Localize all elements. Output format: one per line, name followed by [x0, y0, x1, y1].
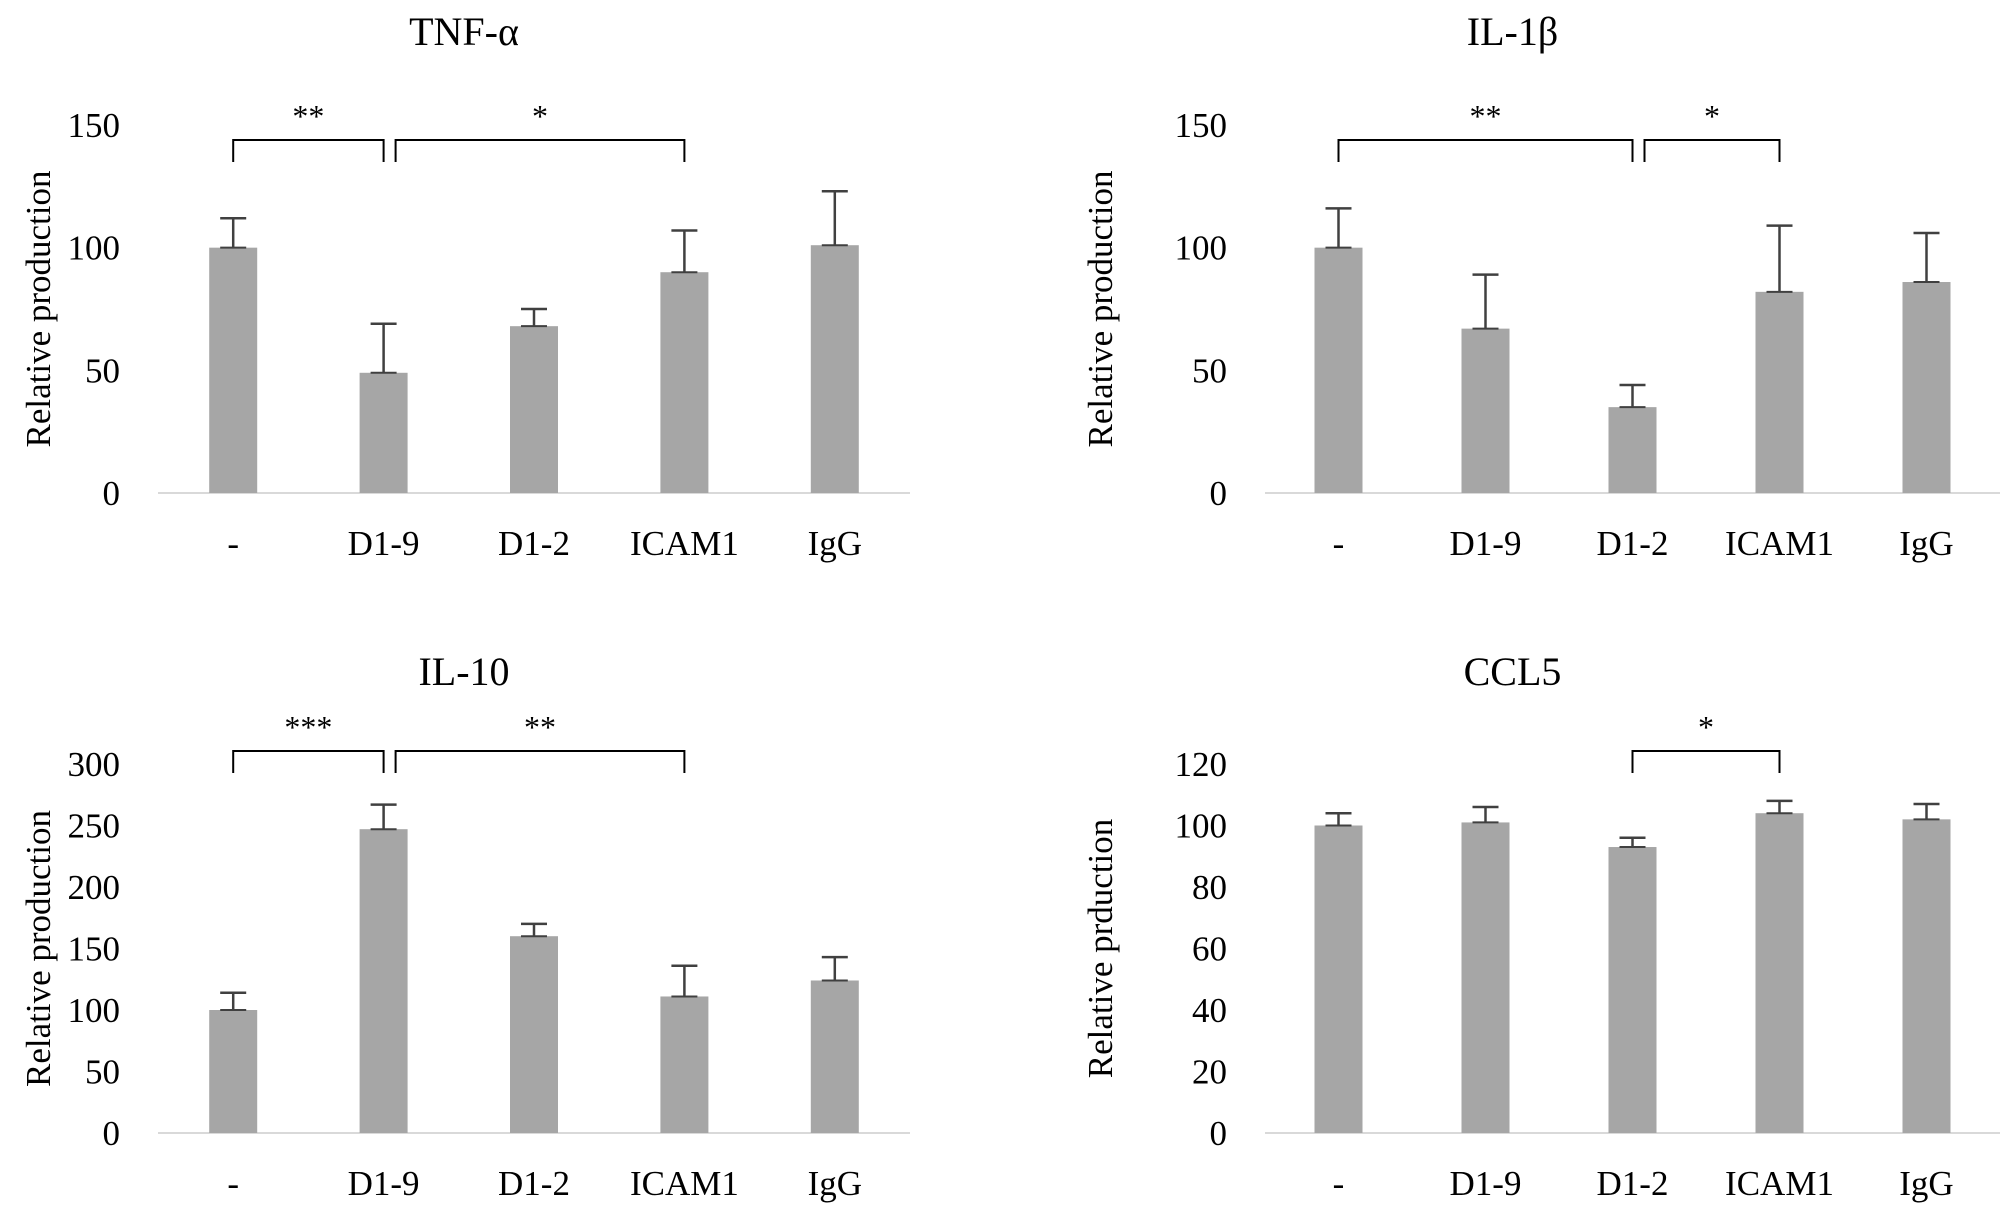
x-category-label: D1-9 [1450, 524, 1522, 563]
y-tick-label: 200 [68, 868, 121, 907]
y-tick-label: 150 [68, 930, 121, 969]
chart-title: TNF-α [409, 9, 519, 54]
bar [1755, 291, 1804, 493]
bar [510, 936, 558, 1133]
bar [1314, 247, 1363, 493]
y-tick-label: 100 [1175, 807, 1228, 846]
y-tick-label: 0 [1210, 1114, 1228, 1153]
y-tick-label: 100 [1175, 229, 1228, 268]
x-category-label: D1-2 [498, 1164, 570, 1203]
significance-label: * [1698, 709, 1714, 745]
significance-label: * [532, 98, 548, 134]
y-tick-label: 250 [68, 807, 121, 846]
chart-title: IL-1β [1467, 9, 1558, 54]
y-tick-label: 120 [1175, 745, 1228, 784]
y-tick-label: 0 [103, 474, 121, 513]
y-tick-label: 40 [1192, 991, 1227, 1030]
bar [1461, 822, 1510, 1133]
x-category-label: D1-9 [348, 1164, 420, 1203]
significance-label: *** [284, 709, 332, 745]
x-category-label: IgG [1899, 1164, 1953, 1203]
x-category-label: IgG [808, 1164, 862, 1203]
x-category-label: IgG [1899, 524, 1953, 563]
y-axis-label: Relative production [1081, 170, 1120, 447]
bar [1314, 825, 1363, 1133]
bar [660, 996, 709, 1133]
x-category-label: ICAM1 [1725, 524, 1834, 563]
y-tick-label: 0 [103, 1114, 121, 1153]
x-category-label: IgG [808, 524, 862, 563]
x-category-label: D1-2 [498, 524, 570, 563]
significance-bracket [232, 750, 385, 773]
bar [1755, 813, 1804, 1133]
x-category-label: D1-9 [348, 524, 420, 563]
x-category-label: ICAM1 [630, 1164, 739, 1203]
chart-title: CCL5 [1464, 649, 1562, 694]
bar [359, 372, 408, 493]
bar [1608, 847, 1657, 1133]
bar [510, 326, 558, 493]
x-category-label: D1-2 [1597, 524, 1669, 563]
x-category-label: ICAM1 [630, 524, 739, 563]
significance-bracket [394, 750, 686, 773]
x-category-label: ICAM1 [1725, 1164, 1834, 1203]
bar [810, 245, 859, 493]
y-axis-label: Relative prduction [1081, 819, 1120, 1079]
x-category-label: D1-9 [1450, 1164, 1522, 1203]
y-axis-label: Relative production [19, 810, 58, 1087]
x-category-label: - [227, 1164, 239, 1203]
significance-label: ** [524, 709, 556, 745]
bar [1902, 819, 1951, 1133]
x-category-label: D1-2 [1597, 1164, 1669, 1203]
y-tick-label: 60 [1192, 930, 1227, 969]
bar [660, 272, 709, 493]
y-tick-label: 50 [85, 351, 120, 390]
bar [1902, 282, 1951, 493]
significance-bracket [1631, 750, 1781, 773]
bar [359, 829, 408, 1133]
y-tick-label: 20 [1192, 1053, 1227, 1092]
y-tick-label: 300 [68, 745, 121, 784]
bar [1608, 407, 1657, 493]
significance-label: * [1704, 98, 1720, 134]
significance-bracket [232, 139, 385, 162]
y-tick-label: 80 [1192, 868, 1227, 907]
y-tick-label: 50 [85, 1053, 120, 1092]
y-tick-label: 100 [68, 991, 121, 1030]
significance-label: ** [1470, 98, 1502, 134]
x-category-label: - [1333, 524, 1345, 563]
x-category-label: - [227, 524, 239, 563]
significance-label: ** [292, 98, 324, 134]
chart-title: IL-10 [418, 649, 509, 694]
x-category-label: - [1333, 1164, 1345, 1203]
bar [810, 980, 859, 1133]
y-tick-label: 50 [1192, 351, 1227, 390]
bar [1461, 328, 1510, 493]
significance-bracket [1337, 139, 1634, 162]
y-tick-label: 150 [68, 106, 121, 145]
y-tick-label: 100 [68, 229, 121, 268]
bar [209, 1010, 258, 1133]
y-tick-label: 150 [1175, 106, 1228, 145]
y-tick-label: 0 [1210, 474, 1228, 513]
significance-bracket [394, 139, 686, 162]
y-axis-label: Relative production [19, 170, 58, 447]
significance-bracket [1643, 139, 1781, 162]
bar [209, 247, 258, 493]
